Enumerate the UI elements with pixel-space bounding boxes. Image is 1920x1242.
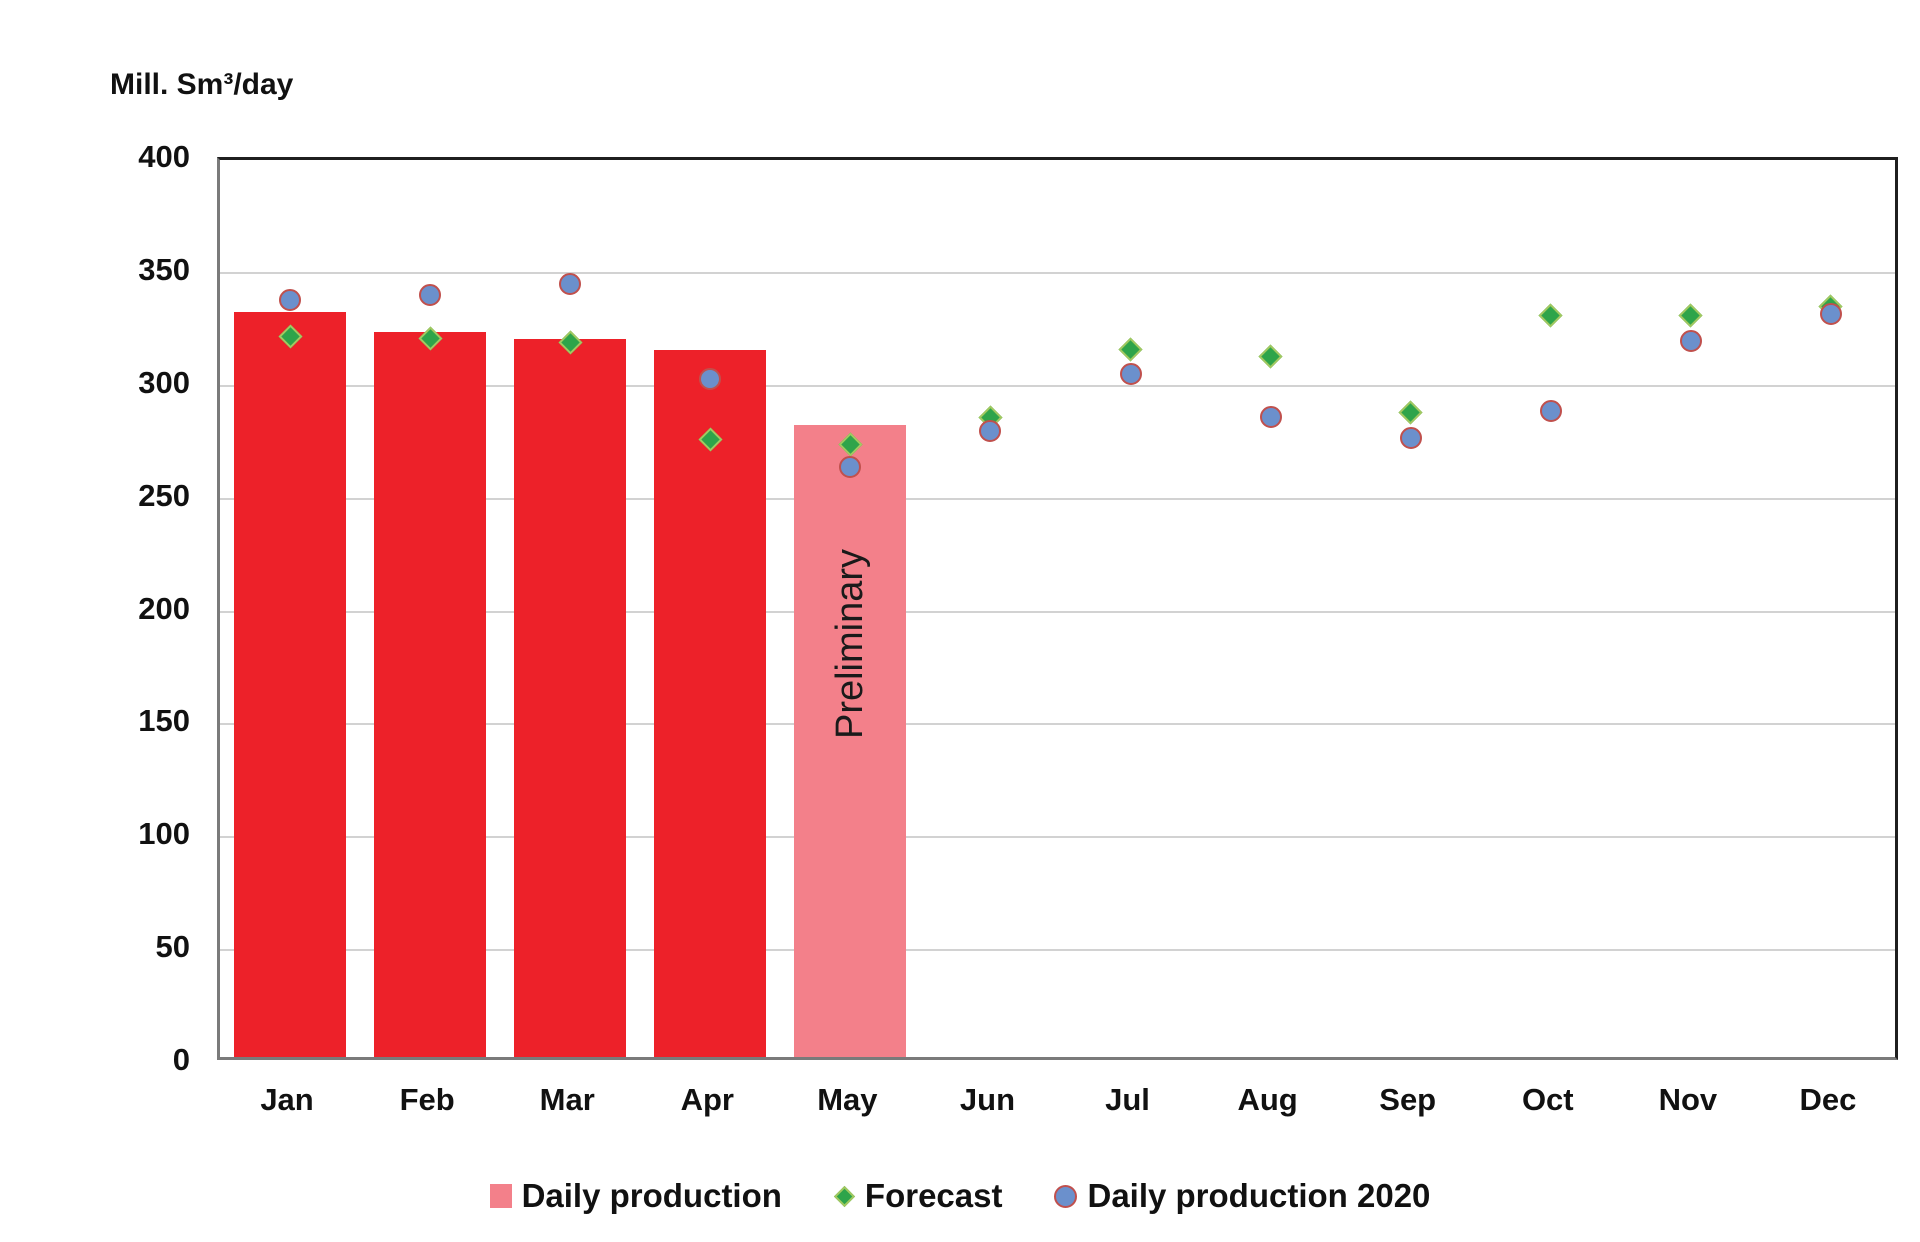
x-tick-label-aug: Aug xyxy=(1237,1082,1298,1117)
preliminary-annotation: Preliminary xyxy=(829,548,872,740)
x-tick-label-jul: Jul xyxy=(1105,1082,1150,1117)
legend-label-daily-production-2020: Daily production 2020 xyxy=(1087,1177,1431,1214)
gridline-350 xyxy=(220,271,1895,274)
forecast-marker-oct xyxy=(1538,303,1563,328)
daily-production-2020-marker-oct xyxy=(1539,399,1562,422)
x-tick-label-jan: Jan xyxy=(260,1082,314,1117)
y-tick-label-0: 0 xyxy=(172,1042,190,1077)
y-tick-label-150: 150 xyxy=(138,703,190,739)
daily-production-2020-marker-sep xyxy=(1399,426,1422,449)
bar-jan xyxy=(234,312,347,1057)
legend-key-bar-icon xyxy=(489,1184,512,1208)
y-tick-label-350: 350 xyxy=(138,251,190,287)
x-tick-label-nov: Nov xyxy=(1658,1082,1718,1117)
forecast-marker-sep xyxy=(1398,400,1423,425)
daily-production-2020-marker-dec xyxy=(1819,302,1842,325)
gridline-300 xyxy=(220,384,1895,387)
y-tick-label-300: 300 xyxy=(138,364,190,400)
legend-label-daily-production: Daily production xyxy=(521,1177,782,1214)
forecast-marker-jul xyxy=(1118,337,1143,362)
bar-feb xyxy=(374,332,487,1057)
daily-production-2020-marker-feb xyxy=(419,284,442,307)
daily-production-2020-marker-jul xyxy=(1119,363,1142,386)
y-tick-label-200: 200 xyxy=(138,590,190,626)
x-tick-label-oct: Oct xyxy=(1521,1082,1574,1117)
x-tick-label-jun: Jun xyxy=(959,1082,1016,1117)
y-tick-label-400: 400 xyxy=(138,139,190,174)
x-tick-label-dec: Dec xyxy=(1799,1082,1857,1117)
y-axis-title: Mill. Sm³/day xyxy=(110,68,294,101)
bar-may xyxy=(794,424,907,1057)
forecast-marker-nov xyxy=(1678,303,1703,328)
legend-item-daily-production-2020: Daily production 2020 xyxy=(1054,1177,1430,1215)
x-tick-label-sep: Sep xyxy=(1379,1082,1437,1117)
plot-area: Preliminary xyxy=(217,157,1898,1060)
legend-label-forecast: Forecast xyxy=(864,1177,1003,1214)
y-tick-label-250: 250 xyxy=(138,477,190,513)
bar-mar xyxy=(514,339,627,1057)
daily-production-2020-marker-aug xyxy=(1259,406,1282,429)
legend-key-diamond-icon xyxy=(833,1185,856,1207)
daily-production-2020-marker-mar xyxy=(559,273,582,296)
legend-key-circle-icon xyxy=(1054,1184,1078,1208)
bar-apr xyxy=(654,350,767,1057)
legend-item-forecast: Forecast xyxy=(833,1177,1003,1215)
gridline-200 xyxy=(220,610,1895,613)
x-tick-label-may: May xyxy=(817,1082,878,1117)
gridline-150 xyxy=(220,723,1895,726)
gridline-50 xyxy=(220,949,1895,952)
daily-production-2020-marker-apr xyxy=(699,367,722,390)
x-tick-label-apr: Apr xyxy=(680,1082,734,1117)
legend-item-daily-production: Daily production xyxy=(489,1177,782,1215)
y-tick-label-50: 50 xyxy=(155,929,190,965)
legend: Daily production Forecast Daily production… xyxy=(0,1172,1920,1220)
daily-production-2020-marker-may xyxy=(839,456,862,479)
x-tick-label-mar: Mar xyxy=(539,1082,595,1117)
gridline-250 xyxy=(220,497,1895,500)
x-tick-label-feb: Feb xyxy=(399,1082,455,1117)
daily-production-2020-marker-jan xyxy=(279,288,302,311)
daily-production-2020-marker-nov xyxy=(1679,329,1702,352)
y-tick-label-100: 100 xyxy=(138,816,190,852)
daily-production-2020-marker-jun xyxy=(979,419,1002,442)
forecast-marker-aug xyxy=(1258,344,1283,369)
gridline-100 xyxy=(220,836,1895,839)
